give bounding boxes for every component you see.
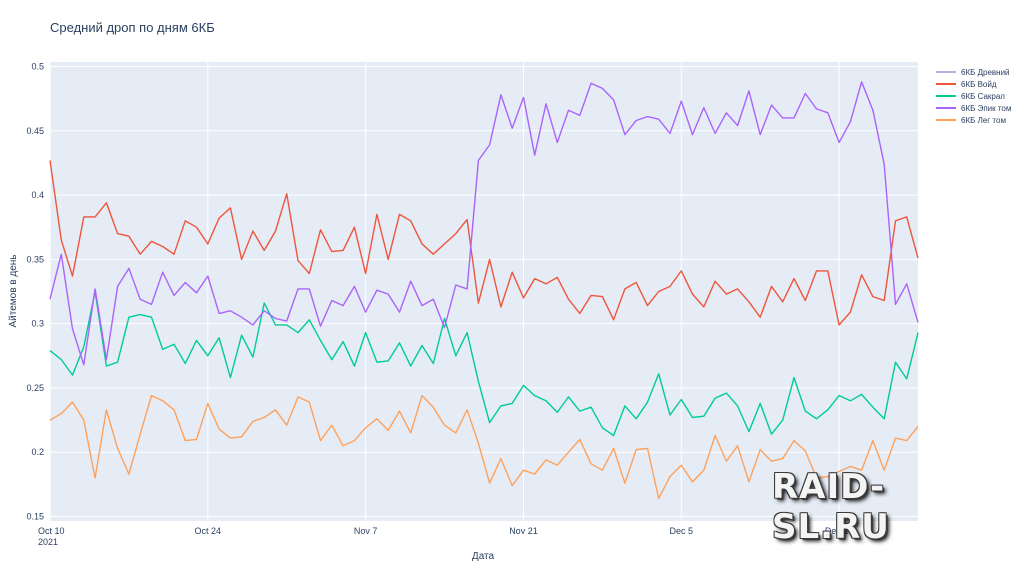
legend-item-label[interactable]: 6КБ Эпик том [961,104,1011,113]
x-axis-title: Дата [472,551,495,562]
series-line-4 [49,394,919,500]
x-tick-label: Dec 5 [670,526,694,536]
x-tick-label: Nov 21 [509,526,538,536]
y-tick-label: 0.15 [26,512,44,522]
y-tick-label: 0.5 [31,62,44,72]
x-tick-year-label: 2021 [38,537,58,547]
legend-item-label[interactable]: 6КБ Древний [961,68,1010,77]
y-axis-ticks: 0.15 0.2 0.25 0.3 0.35 0.4 0.45 0.5 [26,62,44,522]
y-tick-label: 0.25 [26,383,44,393]
watermark-logo: RAID-SL.RU [772,467,890,547]
legend-item-label[interactable]: 6КБ Лег том [961,116,1006,125]
y-tick-label: 0.4 [31,190,44,200]
series-line-1 [49,160,919,326]
series-line-2 [49,290,919,437]
x-tick-label: Nov 7 [354,526,378,536]
y-tick-label: 0.2 [31,447,44,457]
series-lines [49,81,919,500]
legend[interactable]: 6КБ Древний 6КБ Войд 6КБ Сакрал 6КБ Эпик то… [936,68,1011,125]
y-tick-label: 0.45 [26,126,44,136]
gridlines [49,62,918,521]
y-tick-label: 0.3 [31,319,44,329]
y-axis-title: Айтемов в день [8,254,19,327]
x-tick-label: Oct 10 [38,526,65,536]
legend-item-label[interactable]: 6КБ Сакрал [961,92,1005,101]
legend-item-label[interactable]: 6КБ Войд [961,80,997,89]
x-tick-label: Oct 24 [195,526,222,536]
y-tick-label: 0.35 [26,254,44,264]
x-tick-label: Dec 19 [825,526,854,536]
chart-title: Средний дроп по дням 6КБ [50,20,215,35]
series-line-3 [49,81,919,366]
